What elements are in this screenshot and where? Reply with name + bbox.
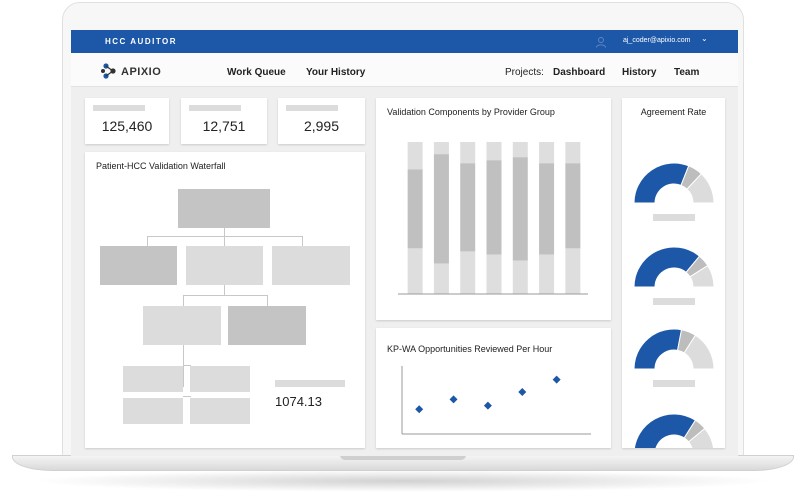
bar-segment — [486, 254, 502, 294]
gauge-segment — [633, 246, 701, 288]
logo-text: APIXIO — [121, 66, 162, 78]
waterfall-label-placeholder — [275, 380, 345, 387]
waterfall-connector — [183, 365, 191, 366]
waterfall-title: Patient-HCC Validation Waterfall — [96, 161, 226, 171]
bar-segment — [539, 142, 555, 164]
gauge-label-placeholder — [653, 380, 695, 387]
gauge-segment — [689, 264, 715, 288]
gauge-segment — [683, 334, 715, 370]
app-title: HCC AUDITOR — [105, 37, 178, 46]
bar-segment — [512, 157, 528, 261]
nav-history[interactable]: History — [622, 67, 657, 78]
bar-segment — [486, 160, 502, 255]
waterfall-connector — [183, 345, 184, 387]
gauge-label-placeholder — [653, 214, 695, 221]
stat-card-1: 125,460 — [85, 98, 169, 144]
stat-card-2: 12,751 — [181, 98, 267, 144]
waterfall-connector — [224, 285, 225, 295]
bar-segment — [433, 263, 449, 294]
scatter-point — [552, 375, 561, 384]
apixio-logo[interactable]: APIXIO — [101, 61, 161, 81]
waterfall-node — [228, 306, 306, 345]
bar-segment — [565, 248, 581, 294]
laptop-shadow — [30, 470, 776, 492]
nav-your-history[interactable]: Your History — [306, 67, 366, 78]
laptop-notch — [340, 455, 466, 460]
waterfall-node — [123, 366, 183, 392]
bar-segment — [460, 251, 476, 294]
waterfall-value: 1074.13 — [275, 394, 322, 409]
opportunities-chart-card: KP-WA Opportunities Reviewed Per Hour — [376, 328, 611, 448]
stat-value: 125,460 — [101, 118, 153, 134]
stat-label-placeholder — [189, 105, 241, 111]
waterfall-connector — [183, 295, 184, 306]
bar-segment — [512, 260, 528, 294]
agreement-rate-title: Agreement Rate — [640, 107, 707, 117]
waterfall-node — [190, 366, 250, 392]
opportunities-chart-title: KP-WA Opportunities Reviewed Per Hour — [387, 344, 553, 354]
agreement-rate-card: Agreement Rate — [622, 98, 725, 448]
user-email[interactable]: aj_coder@apixio.com — [623, 37, 691, 44]
validation-bar-chart — [398, 142, 588, 295]
gauge-segment — [633, 328, 683, 370]
gauge-segment — [687, 427, 714, 448]
bar-segment — [565, 163, 581, 249]
bar-segment — [407, 169, 423, 249]
scatter-point — [518, 387, 527, 396]
waterfall-connector — [183, 396, 191, 397]
bar-segment — [512, 142, 528, 158]
waterfall-connector — [302, 236, 303, 246]
bar-segment — [565, 142, 581, 164]
scatter-point — [415, 405, 424, 414]
bar-segment — [539, 163, 555, 255]
validation-chart-card: Validation Components by Provider Group — [376, 98, 611, 320]
stat-label-placeholder — [93, 105, 145, 111]
waterfall-node — [100, 246, 177, 285]
validation-chart-title: Validation Components by Provider Group — [387, 107, 555, 117]
bar-segment — [460, 142, 476, 164]
waterfall-connector — [147, 236, 148, 246]
user-icon[interactable] — [595, 36, 607, 48]
bar-segment — [433, 154, 449, 264]
scatter-point — [483, 401, 492, 410]
stat-value: 2,995 — [303, 118, 340, 134]
waterfall-node — [143, 306, 221, 345]
nav-work-queue[interactable]: Work Queue — [227, 67, 286, 78]
gauge-segment — [633, 413, 697, 448]
bar-segment — [407, 248, 423, 294]
app-screen: HCC AUDITOR aj_coder@apixio.com ⌄ APIXIO… — [71, 30, 738, 456]
waterfall-connector — [267, 295, 268, 306]
nav-team[interactable]: Team — [674, 67, 700, 78]
gauge-segment — [633, 162, 690, 204]
top-header-bar: HCC AUDITOR aj_coder@apixio.com ⌄ — [71, 30, 738, 53]
opportunities-scatter-chart — [401, 366, 591, 435]
bar-segment — [539, 254, 555, 294]
stat-card-3: 2,995 — [278, 98, 365, 144]
nav-dashboard[interactable]: Dashboard — [553, 67, 606, 78]
waterfall-node — [178, 189, 270, 228]
waterfall-connector — [183, 295, 267, 296]
projects-label: Projects: — [505, 67, 544, 78]
navigation-bar: APIXIO Work Queue Your History Projects:… — [71, 53, 738, 87]
bar-segment — [433, 142, 449, 155]
waterfall-connector — [224, 236, 225, 246]
bar-segment — [407, 142, 423, 170]
bar-segment — [486, 142, 502, 161]
stat-value: 12,751 — [202, 118, 246, 134]
agreement-gauge-chart — [633, 162, 715, 448]
waterfall-node — [190, 398, 250, 424]
stat-label-placeholder — [286, 105, 338, 111]
waterfall-card: Patient-HCC Validation Waterfall 1074.13 — [85, 152, 365, 448]
waterfall-node — [123, 398, 183, 424]
waterfall-node — [186, 246, 263, 285]
waterfall-connector — [224, 228, 225, 236]
chevron-down-icon[interactable]: ⌄ — [701, 34, 708, 43]
bar-segment — [460, 163, 476, 252]
logo-mark-icon — [101, 63, 116, 79]
waterfall-node — [272, 246, 350, 285]
gauge-label-placeholder — [653, 298, 695, 305]
gauge-segment — [686, 173, 715, 204]
scatter-point — [449, 395, 458, 404]
